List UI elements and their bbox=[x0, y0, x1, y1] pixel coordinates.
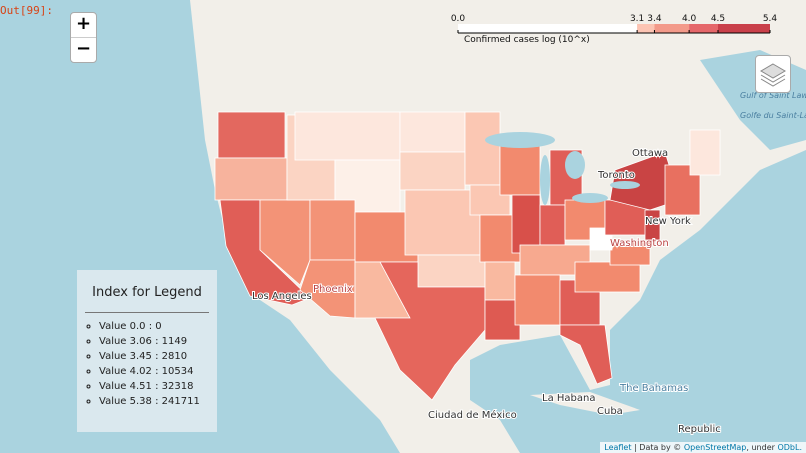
state bbox=[539, 204, 566, 246]
legend-item: Value 4.02 : 10534 bbox=[99, 364, 217, 379]
state bbox=[399, 151, 466, 191]
colorbar-tick-label: 4.0 bbox=[682, 14, 697, 24]
place-label: La Habana bbox=[542, 393, 595, 404]
state bbox=[484, 261, 516, 301]
place-label: Los Angeles bbox=[252, 291, 312, 302]
colorbar-tick-label: 4.5 bbox=[711, 14, 725, 24]
lake bbox=[610, 181, 640, 189]
state bbox=[464, 111, 501, 186]
colorbar-segment bbox=[689, 24, 718, 33]
legend-item: Value 3.45 : 2810 bbox=[99, 349, 217, 364]
state bbox=[609, 239, 651, 266]
colorbar-segment bbox=[718, 24, 770, 33]
state bbox=[417, 254, 486, 288]
state bbox=[299, 259, 356, 319]
legend-list: Value 0.0 : 0Value 3.06 : 1149Value 3.45… bbox=[77, 319, 217, 409]
state bbox=[574, 261, 641, 293]
layers-control[interactable] bbox=[755, 55, 791, 93]
place-label: Washington bbox=[610, 238, 669, 249]
legend-item: Value 0.0 : 0 bbox=[99, 319, 217, 334]
colorbar-segment bbox=[458, 24, 638, 33]
lake bbox=[565, 151, 585, 179]
colorbar-caption: Confirmed cases log (10^x) bbox=[464, 35, 590, 45]
place-label: The Bahamas bbox=[619, 383, 688, 394]
state bbox=[511, 194, 541, 254]
colorbar-segment bbox=[654, 24, 690, 33]
state bbox=[374, 261, 486, 401]
link[interactable]: Leaflet bbox=[604, 443, 632, 452]
place-label: Golfe du Saint-Laurent bbox=[740, 111, 806, 120]
state bbox=[644, 209, 661, 241]
place-label: Ciudad de México bbox=[428, 409, 517, 421]
legend-item: Value 3.06 : 1149 bbox=[99, 334, 217, 349]
place-label: Phoenix bbox=[313, 284, 353, 295]
state bbox=[689, 129, 721, 176]
state bbox=[404, 189, 481, 256]
lake bbox=[540, 155, 550, 205]
legend-title: Index for Legend bbox=[92, 285, 202, 300]
land-cuba bbox=[530, 392, 640, 415]
colorbar-tick-label: 0.0 bbox=[451, 14, 466, 24]
state bbox=[499, 139, 541, 196]
legend-item: Value 5.38 : 241711 bbox=[99, 394, 217, 409]
zoom-control: + − bbox=[70, 12, 97, 63]
state bbox=[559, 324, 613, 385]
state bbox=[214, 157, 288, 201]
place-label: Gulf of Saint Lawrence bbox=[740, 91, 806, 100]
colorbar-segment bbox=[637, 24, 655, 33]
legend-item: Value 4.51 : 32318 bbox=[99, 379, 217, 394]
layers-icon bbox=[760, 63, 786, 87]
zoom-out[interactable]: − bbox=[71, 37, 96, 62]
place-label: Republic bbox=[678, 424, 721, 435]
place-label: Cuba bbox=[597, 406, 623, 417]
link[interactable]: OpenStreetMap bbox=[683, 443, 747, 452]
colorbar-tick-label: 5.4 bbox=[763, 14, 778, 24]
text: | Data by © bbox=[631, 443, 684, 452]
place-label: New York bbox=[645, 216, 691, 227]
colorbar-tick-label: 3.1 bbox=[630, 14, 644, 24]
state bbox=[399, 111, 466, 153]
attribution: Leaflet | Data by © OpenStreetMap, under… bbox=[600, 442, 806, 453]
legend-divider bbox=[85, 312, 209, 313]
place-label: Ottawa bbox=[632, 148, 668, 159]
cell-label: Out[99]: bbox=[0, 4, 53, 17]
state bbox=[309, 199, 356, 261]
colorbar: Confirmed cases log (10^x) 0.0 3.1 3.4 4.0 4… bbox=[451, 14, 778, 45]
state bbox=[514, 274, 561, 326]
lake bbox=[485, 132, 555, 148]
state bbox=[484, 299, 521, 341]
zoom-in[interactable]: + bbox=[75, 13, 92, 34]
colorbar-tick-label: 3.4 bbox=[647, 14, 662, 24]
lake bbox=[572, 193, 608, 203]
place-label: Toronto bbox=[597, 170, 635, 181]
text: , under bbox=[746, 443, 778, 452]
legend: Index for Legend Value 0.0 : 0Value 3.06… bbox=[77, 270, 217, 432]
state bbox=[217, 111, 286, 159]
link[interactable]: ODbL. bbox=[777, 443, 802, 452]
state bbox=[294, 111, 401, 161]
states bbox=[214, 111, 721, 401]
